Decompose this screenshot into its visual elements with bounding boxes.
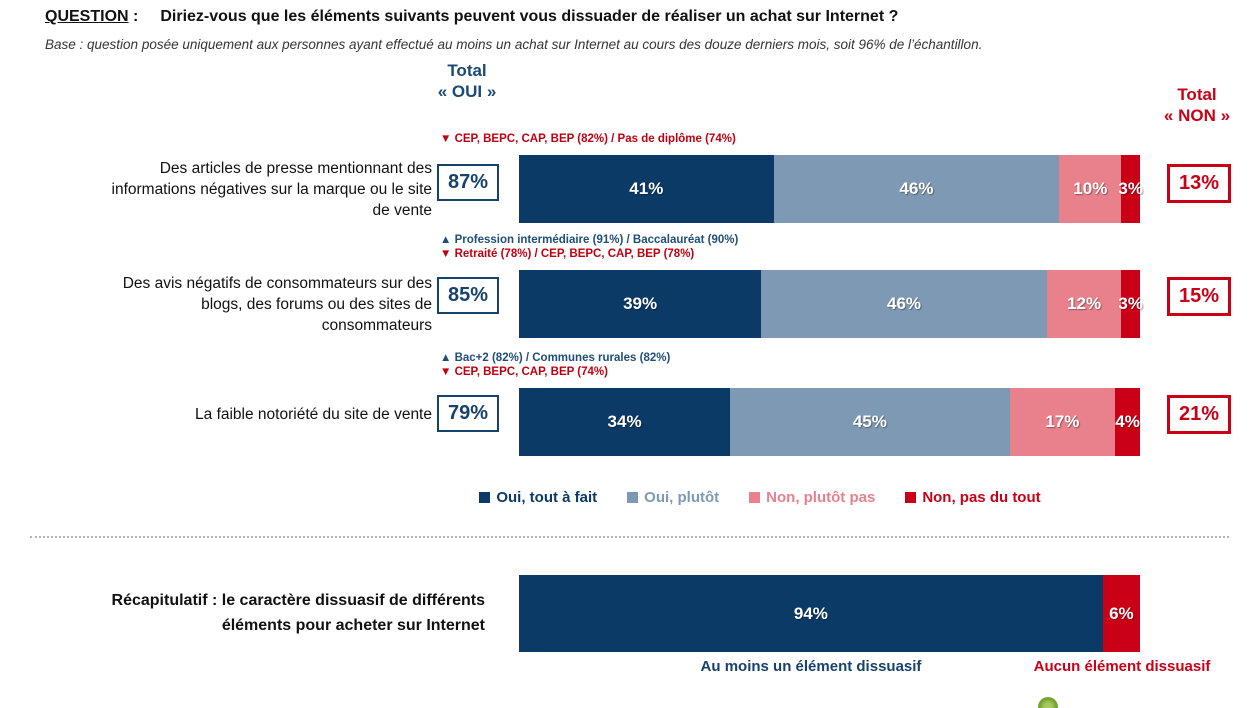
legend-item: Non, plutôt pas	[749, 489, 875, 506]
bar-segment: 3%	[1118, 155, 1143, 223]
row-label: La faible notoriété du site de vente	[195, 406, 432, 423]
bar-segment: 41%	[519, 155, 774, 223]
row-label: Des avis négatifs de consommateurs sur d…	[122, 275, 432, 334]
total-non-box: 13%	[1167, 164, 1231, 203]
row-label: Des articles de presse mentionnant des i…	[111, 160, 433, 219]
legend-item: Non, pas du tout	[905, 489, 1041, 506]
total-oui-header: Total « OUI »	[437, 61, 497, 101]
stacked-bar: 39% 46% 12% 3%	[519, 270, 1143, 338]
legend-swatch-non-plutot-pas	[749, 492, 761, 503]
total-non-box: 15%	[1167, 277, 1231, 316]
total-oui-box: 79%	[437, 395, 499, 432]
legend-item: Oui, tout à fait	[479, 489, 597, 506]
bar-segment: 4%	[1115, 388, 1140, 456]
bar-segment: 39%	[519, 270, 762, 338]
question-text: Diriez-vous que les éléments suivants pe…	[160, 8, 899, 25]
legend-item-label: Non, pas du tout	[922, 489, 1041, 506]
stacked-bar: 34% 45% 17% 4%	[519, 388, 1140, 456]
legend-swatch-non-pas-du-tout	[905, 492, 917, 503]
partial-logo-mark	[1038, 697, 1058, 708]
bar-segment: 94%	[519, 575, 1103, 652]
total-non-header: Total « NON »	[1163, 85, 1231, 125]
legend-swatch-oui-plutot	[627, 492, 639, 503]
annotation-up: ▲ Profession intermédiaire (91%) / Bacca…	[440, 234, 739, 246]
bar-segment: 45%	[730, 388, 1010, 456]
total-oui-box: 87%	[437, 164, 499, 201]
bar-segment: 12%	[1046, 270, 1122, 338]
legend-swatch-oui-tout-a-fait	[479, 492, 491, 503]
logo-blob	[1038, 697, 1058, 708]
section-divider	[30, 536, 1229, 538]
legend-item-label: Non, plutôt pas	[766, 489, 876, 506]
annotation-down: ▼ CEP, BEPC, CAP, BEP (82%) / Pas de dip…	[440, 133, 736, 145]
summary-bar: 94% 6%	[519, 575, 1140, 652]
legend-item-label: Oui, tout à fait	[496, 489, 598, 506]
legend: Oui, tout à fait Oui, plutôt Non, plutôt…	[440, 489, 1080, 506]
annotation-up: ▲ Bac+2 (82%) / Communes rurales (82%)	[440, 352, 671, 364]
total-oui-box: 85%	[437, 277, 499, 314]
annotation-down: ▼ Retraité (78%) / CEP, BEPC, CAP, BEP (…	[440, 248, 695, 260]
base-note: Base : question posée uniquement aux per…	[45, 37, 983, 52]
page-title: QUESTION : Diriez-vous que les éléments s…	[45, 8, 898, 26]
bar-segment: 46%	[761, 270, 1047, 338]
question-keyword: QUESTION	[45, 8, 129, 25]
bar-segment: 10%	[1059, 155, 1122, 223]
bar-segment: 6%	[1102, 575, 1140, 652]
bar-segment: 17%	[1009, 388, 1116, 456]
summary-caption-non: Aucun élément dissuasif	[1033, 658, 1211, 675]
total-non-box: 21%	[1167, 395, 1231, 434]
summary-caption-oui: Au moins un élément dissuasif	[700, 658, 922, 675]
bar-segment: 3%	[1118, 270, 1143, 338]
bar-segment: 34%	[519, 388, 731, 456]
summary-label: Récapitulatif : le caractère dissuasif d…	[111, 592, 485, 634]
stacked-bar: 41% 46% 10% 3%	[519, 155, 1143, 223]
annotation-down: ▼ CEP, BEPC, CAP, BEP (74%)	[440, 366, 608, 378]
legend-item: Oui, plutôt	[627, 489, 719, 506]
question-colon: :	[128, 8, 139, 25]
bar-segment: 46%	[773, 155, 1060, 223]
legend-item-label: Oui, plutôt	[644, 489, 720, 506]
